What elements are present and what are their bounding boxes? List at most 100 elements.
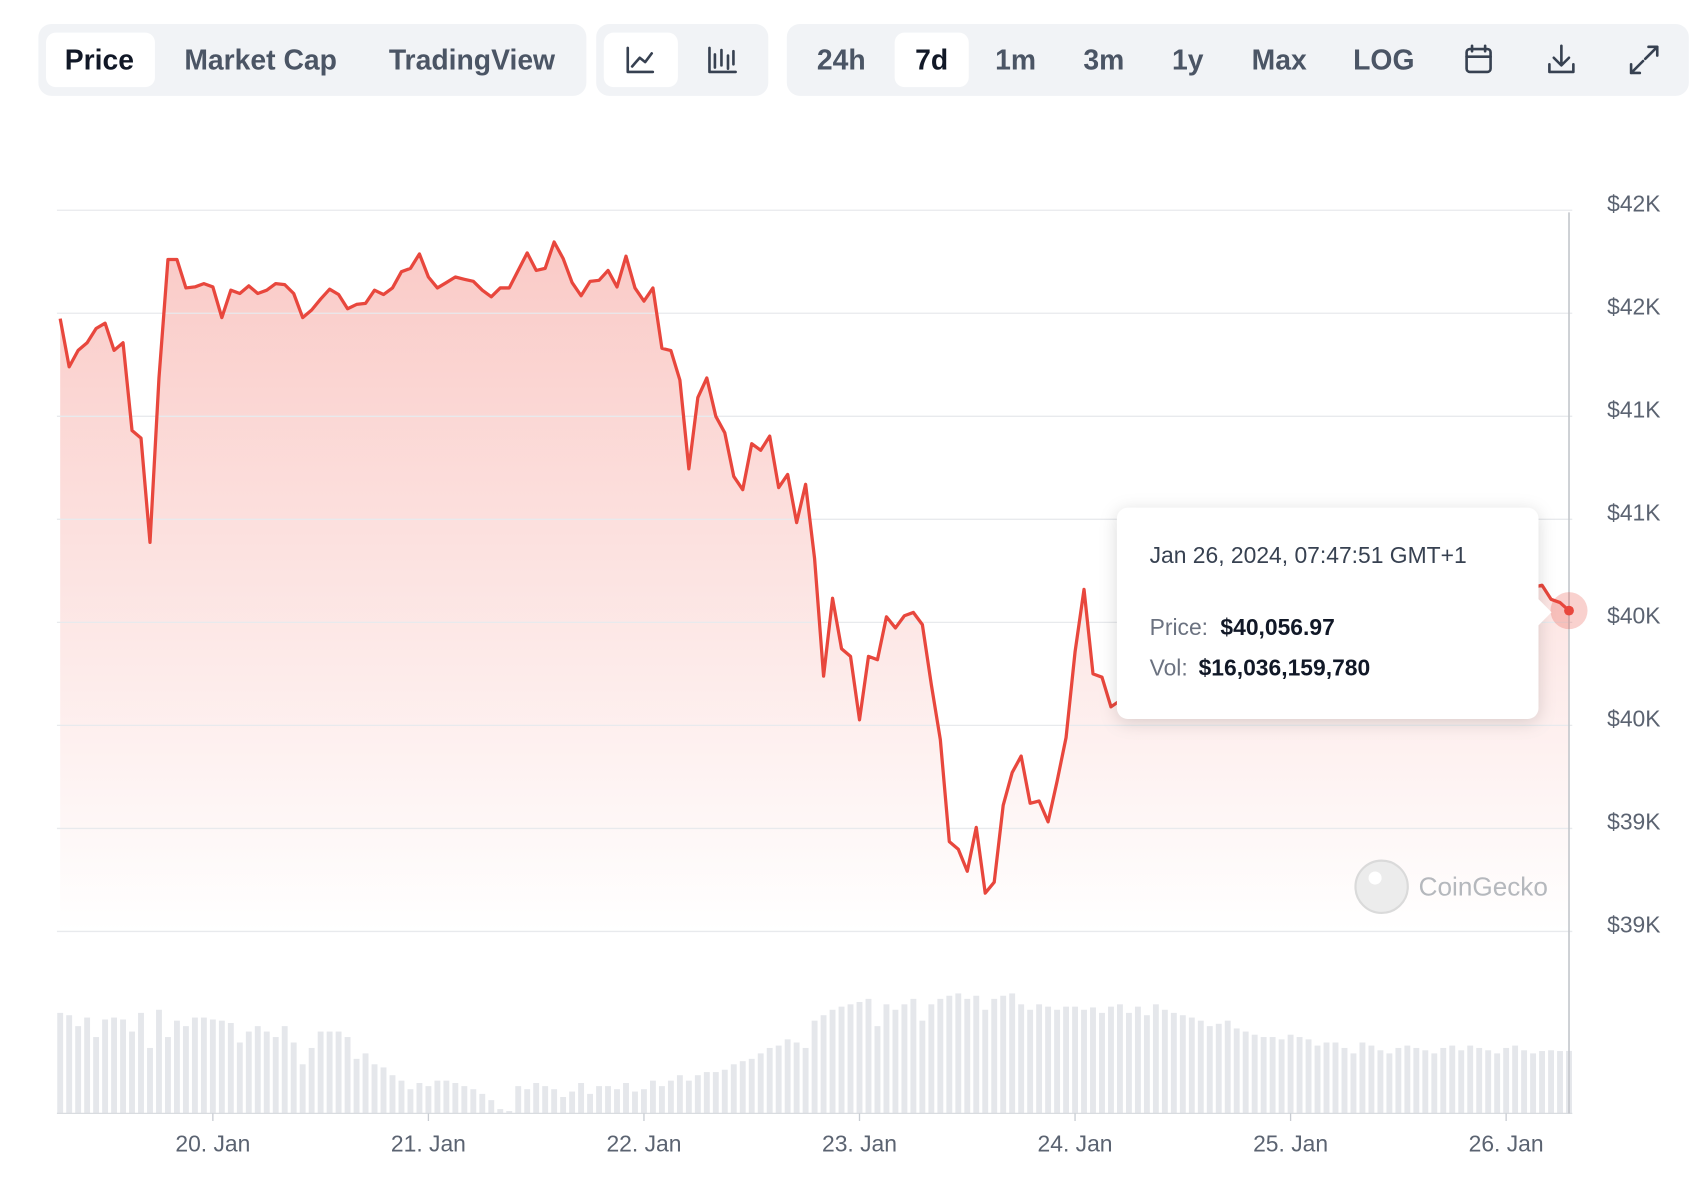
volume-bar [596, 1086, 602, 1114]
volume-bar [461, 1086, 468, 1114]
volume-bar [281, 1026, 288, 1114]
volume-bar [730, 1064, 737, 1114]
volume-bar [290, 1042, 297, 1114]
volume-bar [1485, 1050, 1492, 1114]
volume-bar [1197, 1020, 1204, 1114]
x-tick-label: 25. Jan [1253, 1130, 1328, 1156]
volume-bar [1296, 1037, 1303, 1114]
volume-bar [1476, 1047, 1483, 1114]
volume-bar [542, 1086, 549, 1114]
volume-bar [1512, 1045, 1519, 1114]
volume-bar [209, 1019, 216, 1114]
volume-bar [1260, 1037, 1267, 1114]
source-button[interactable]: TradingView [389, 45, 556, 77]
volume-bar [1278, 1039, 1285, 1114]
volume-bar [748, 1058, 755, 1114]
volume-bar [317, 1031, 324, 1114]
volume-bar [757, 1053, 764, 1114]
volume-bar [182, 1026, 189, 1114]
source-button[interactable]: Price [65, 45, 134, 77]
y-tick-label: $39K [1607, 912, 1660, 938]
volume-bar [84, 1017, 91, 1114]
y-tick-label: $42K [1607, 190, 1660, 216]
range-button[interactable]: 3m [1083, 45, 1124, 77]
volume-bar [335, 1031, 342, 1114]
calendar-button[interactable] [1465, 44, 1492, 74]
x-tick-label: 24. Jan [1038, 1130, 1113, 1156]
volume-bar [1161, 1009, 1168, 1114]
hover-point [1564, 605, 1574, 616]
volume-bar [614, 1089, 620, 1114]
watermark-logo [1354, 859, 1409, 915]
volume-bar [147, 1047, 153, 1114]
volume-bar [1494, 1053, 1501, 1114]
range-button[interactable]: 1y [1172, 45, 1204, 77]
range-button[interactable]: LOG [1353, 45, 1414, 77]
source-group [38, 23, 587, 96]
volume-bar [649, 1080, 656, 1114]
volume-bar [1422, 1050, 1429, 1114]
volume-bar [1341, 1047, 1348, 1114]
range-button[interactable]: 7d [915, 45, 948, 77]
volume-bar [1018, 1004, 1025, 1114]
watermark-logo-eye [1368, 871, 1382, 885]
candle-style-button[interactable] [708, 46, 737, 74]
volume-bar [623, 1082, 629, 1114]
volume-bar [1251, 1034, 1258, 1114]
source-button[interactable]: Market Cap [184, 45, 337, 77]
volume-bar [1548, 1050, 1554, 1114]
range-group [786, 23, 1689, 96]
y-tick-label: $41K [1607, 499, 1660, 525]
volume-bar [560, 1097, 567, 1114]
volume-bar [470, 1089, 477, 1114]
volume-bar [811, 1020, 818, 1114]
volume-bar [1134, 1006, 1141, 1114]
volume-bar [1458, 1050, 1465, 1114]
volume-bar [443, 1080, 450, 1114]
volume-bar [353, 1058, 360, 1114]
volume-bar [263, 1031, 270, 1114]
volume-bar [569, 1091, 576, 1114]
watermark-text: CoinGecko [1419, 871, 1548, 901]
volume-bar [236, 1042, 243, 1114]
tooltip-pointer [1538, 599, 1552, 626]
volume-bar [452, 1082, 459, 1114]
line-style-button[interactable] [626, 46, 655, 74]
volume-bar [1350, 1053, 1357, 1114]
range-button[interactable]: 1m [995, 45, 1036, 77]
y-tick-label: $42K [1607, 293, 1660, 319]
range-button[interactable]: Max [1252, 45, 1307, 77]
volume-bar [1054, 1009, 1061, 1114]
x-tick-label: 21. Jan [391, 1130, 466, 1156]
range-button[interactable]: 24h [817, 45, 866, 77]
volume-bar [416, 1082, 423, 1114]
source-active [46, 32, 155, 88]
volume-bar [901, 1004, 908, 1114]
volume-bar [1440, 1047, 1447, 1114]
tooltip-box [1116, 507, 1539, 720]
volume-bar [802, 1047, 809, 1114]
download-button[interactable] [1548, 44, 1575, 74]
tooltip-price-label: Price: [1150, 614, 1208, 640]
volume-bar [111, 1017, 118, 1114]
volume-bar [1152, 1004, 1159, 1114]
volume-bar [371, 1064, 378, 1114]
volume-bar [165, 1037, 171, 1114]
volume-bar [434, 1080, 441, 1114]
volume-bar [1431, 1053, 1438, 1114]
volume-bar [102, 1019, 109, 1114]
volume-bar [200, 1017, 207, 1114]
volume-bar [1125, 1012, 1132, 1114]
volume-bar [1530, 1053, 1537, 1114]
plot-area: $42K $42K $41K $41K $40K $40K $39K $39K 20. Jan 2… [56, 190, 1661, 1156]
price-area [60, 241, 1570, 932]
volume-bar [1143, 1015, 1150, 1114]
x-tick-label: 26. Jan [1469, 1130, 1544, 1156]
volume-bar [1242, 1031, 1249, 1114]
fullscreen-button[interactable] [1629, 45, 1659, 75]
volume-bar [1377, 1050, 1384, 1114]
volume-bar [1179, 1015, 1186, 1114]
volume-bar [847, 1004, 854, 1114]
tooltip-date: Jan 26, 2024, 07:47:51 GMT+1 [1150, 542, 1467, 568]
volume-bar [191, 1017, 198, 1114]
